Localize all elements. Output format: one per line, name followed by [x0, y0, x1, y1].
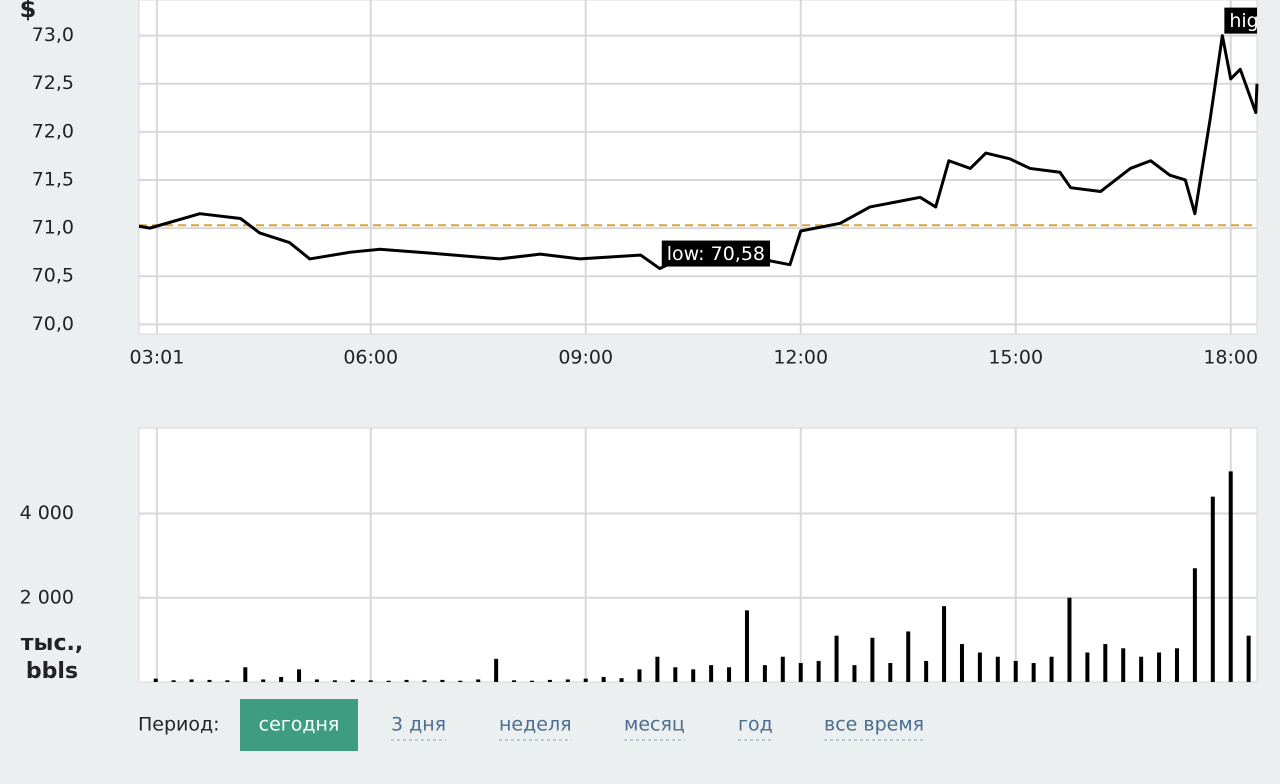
annotation-label: hig — [1229, 10, 1258, 32]
volume-bar — [1103, 644, 1108, 682]
y-axis-label: тыс., bbls — [21, 631, 83, 684]
volume-bar — [619, 678, 624, 682]
x-tick-label: 03:01 — [130, 347, 185, 369]
volume-bar — [1031, 663, 1036, 682]
period-option[interactable]: 3 дня — [391, 714, 446, 736]
volume-bar — [655, 656, 660, 682]
volume-bar — [1085, 652, 1090, 682]
volume-bar — [476, 679, 481, 682]
volume-bar — [440, 679, 445, 682]
volume-bar — [314, 679, 319, 682]
volume-bar — [870, 637, 875, 682]
y-tick-label: 73,0 — [32, 24, 74, 46]
volume-bar — [297, 669, 302, 682]
y-axis-label-line: bbls — [26, 659, 78, 684]
volume-bar — [924, 660, 929, 682]
volume-bar — [852, 665, 857, 682]
volume-bar — [494, 658, 499, 682]
x-tick-label: 15:00 — [988, 347, 1043, 369]
volume-bar — [422, 680, 427, 682]
annotation-box — [661, 240, 771, 267]
volume-bar — [691, 669, 696, 682]
volume-bar — [816, 660, 821, 682]
volume-bar — [1246, 635, 1251, 682]
volume-bar — [261, 679, 266, 682]
x-tick-label: 12:00 — [773, 347, 828, 369]
period-option[interactable]: сегодня — [259, 714, 340, 736]
volume-bar — [512, 680, 517, 682]
volume-bar — [906, 631, 911, 682]
volume-bar — [888, 663, 893, 682]
volume-bar — [1013, 660, 1018, 682]
volume-bar — [565, 679, 570, 682]
y-tick-label: 70,5 — [32, 265, 74, 287]
y-tick-label: 70,0 — [32, 313, 74, 335]
volume-bar — [673, 667, 678, 682]
volume-bar — [1067, 597, 1072, 682]
annotation-label: low: 70,58 — [667, 243, 765, 265]
volume-bar — [153, 678, 158, 682]
volume-bar — [1049, 656, 1054, 682]
volume-bar — [547, 679, 552, 682]
period-option[interactable]: все время — [824, 714, 924, 736]
x-tick-label: 18:00 — [1203, 347, 1258, 369]
volume-bar — [977, 652, 982, 682]
volume-bar — [332, 680, 337, 682]
volume-bar — [601, 676, 606, 682]
volume-bar — [225, 680, 230, 682]
volume-bar — [207, 679, 212, 682]
plot-area — [138, 0, 1258, 335]
volume-bar — [404, 679, 409, 682]
period-button-active[interactable] — [240, 699, 358, 751]
period-label: Период: — [138, 714, 220, 736]
y-tick-label: 2 000 — [20, 586, 74, 608]
volume-bar — [1210, 496, 1215, 682]
volume-bar — [995, 656, 1000, 682]
y-axis-label: $ — [20, 0, 37, 23]
y-tick-label: 71,5 — [32, 168, 74, 190]
y-tick-label: 72,5 — [32, 72, 74, 94]
volume-bar — [1157, 652, 1162, 682]
volume-bar — [386, 680, 391, 682]
y-tick-label: 4 000 — [20, 502, 74, 524]
volume-bar — [458, 680, 463, 682]
volume-bar — [834, 635, 839, 682]
volume-bar — [727, 667, 732, 682]
period-option[interactable]: месяц — [624, 714, 685, 736]
volume-bar — [959, 644, 964, 682]
volume-bar — [243, 667, 248, 682]
volume-bar — [744, 610, 749, 682]
volume-bar — [709, 665, 714, 682]
price-line — [138, 34, 1259, 271]
volume-bar — [1192, 568, 1197, 682]
annotation-box — [1224, 7, 1257, 34]
volume-bar — [189, 679, 194, 682]
volume-bar — [942, 606, 947, 682]
x-tick-label: 09:00 — [558, 347, 613, 369]
volume-bar — [1139, 656, 1144, 682]
annotations: low: 70,58 hig — [661, 7, 1258, 267]
volume-bar — [1228, 471, 1233, 682]
volume-bar — [780, 656, 785, 682]
volume-bar — [583, 678, 588, 682]
volume-bar — [798, 663, 803, 682]
volume-bar — [350, 679, 355, 682]
volume-bar — [1121, 648, 1126, 682]
volume-bar — [762, 665, 767, 682]
volume-bar — [368, 680, 373, 682]
y-axis-label-line: тыс., — [21, 631, 83, 656]
volume-bar — [279, 676, 284, 682]
plot-area — [138, 427, 1258, 683]
y-tick-label: 71,0 — [32, 217, 74, 239]
period-option[interactable]: неделя — [499, 714, 572, 736]
volume-bar — [171, 680, 176, 682]
volume-bar — [1174, 648, 1179, 682]
period-option[interactable]: год — [738, 714, 773, 736]
y-tick-label: 72,0 — [32, 120, 74, 142]
x-tick-label: 06:00 — [343, 347, 398, 369]
volume-bar — [637, 669, 642, 682]
volume-bar — [529, 680, 534, 682]
